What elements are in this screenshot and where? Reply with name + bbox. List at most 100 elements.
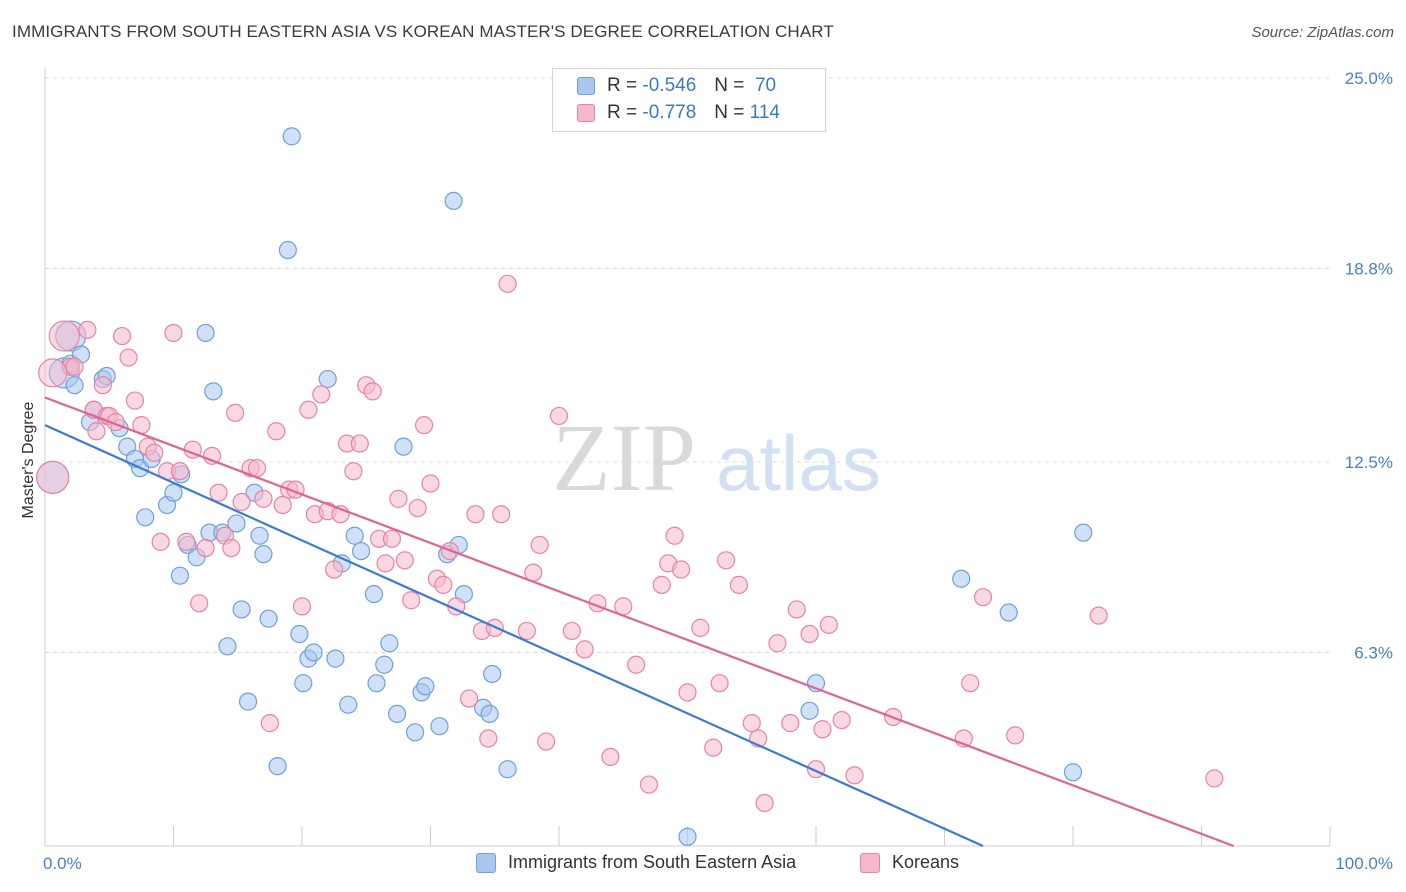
data-point <box>254 489 273 508</box>
data-point <box>530 535 549 555</box>
correlation-legend: R = -0.546 N = 70 R = -0.778 N = 114 <box>552 68 826 132</box>
legend-r-value: -0.546 <box>642 75 697 96</box>
data-point <box>87 422 106 441</box>
legend-item-koreans: Koreans <box>860 852 959 873</box>
data-point <box>430 717 449 736</box>
data-point <box>498 274 517 293</box>
legend-r-label: R = <box>607 102 638 123</box>
legend-n-label: N = <box>714 75 745 96</box>
legend-n-value: 114 <box>749 102 780 123</box>
data-point <box>38 358 68 388</box>
data-point <box>312 385 331 404</box>
data-point <box>136 508 155 527</box>
data-point <box>278 240 297 260</box>
data-point <box>691 618 710 637</box>
data-point <box>177 532 196 551</box>
data-point <box>250 526 269 545</box>
legend-swatch-immigrants <box>577 77 595 95</box>
data-point <box>260 714 279 733</box>
y-tick-label: 18.8% <box>1345 259 1393 278</box>
data-point <box>202 446 222 465</box>
data-point <box>304 643 323 662</box>
data-point <box>405 723 425 742</box>
data-point <box>93 376 112 395</box>
chart-title: IMMIGRANTS FROM SOUTH EASTERN ASIA VS KO… <box>12 22 834 41</box>
data-point <box>294 674 313 693</box>
data-point <box>345 526 364 545</box>
data-point <box>1089 606 1108 625</box>
data-point <box>665 526 684 545</box>
x-tick-label: 0.0% <box>43 854 82 873</box>
legend-r-value: -0.778 <box>642 102 697 123</box>
data-point <box>119 348 138 367</box>
data-point <box>483 664 502 684</box>
data-point <box>344 462 363 481</box>
data-point <box>710 674 729 693</box>
data-point <box>466 505 485 524</box>
series-koreans-points <box>36 274 1224 813</box>
data-point <box>845 766 864 785</box>
data-point <box>350 434 369 453</box>
data-point <box>444 191 463 210</box>
data-point <box>232 492 251 512</box>
series-legend: Immigrants from South Eastern Asia Korea… <box>0 852 1406 876</box>
legend-n-value: 70 <box>754 75 777 96</box>
data-point <box>678 683 697 702</box>
data-point <box>382 529 402 548</box>
data-point <box>626 655 646 674</box>
data-point <box>375 655 394 674</box>
data-point <box>479 729 498 748</box>
data-point <box>290 624 309 644</box>
legend-swatch-immigrants <box>476 852 496 873</box>
legend-row-koreans: R = -0.778 N = 114 <box>577 102 780 124</box>
watermark-zip: ZIP <box>552 404 696 511</box>
legend-swatch-koreans <box>860 852 880 873</box>
data-point <box>973 588 993 607</box>
data-point <box>196 538 215 558</box>
watermark-atlas: atlas <box>716 419 881 507</box>
y-tick-label: 25.0% <box>1345 69 1393 88</box>
data-point <box>395 551 414 570</box>
y-axis-label: Master's Degree <box>20 401 37 518</box>
x-tick-label: 100.0% <box>1335 854 1393 873</box>
data-point <box>367 674 386 693</box>
data-point <box>268 757 287 776</box>
data-point <box>421 474 440 493</box>
data-point <box>517 621 536 641</box>
data-point <box>232 600 251 619</box>
data-point <box>819 615 838 634</box>
data-point <box>282 127 301 146</box>
data-point <box>394 437 413 456</box>
data-point <box>352 541 371 561</box>
data-point <box>999 603 1018 622</box>
data-point <box>678 827 697 846</box>
data-point <box>434 575 453 594</box>
data-point <box>164 323 183 343</box>
data-point <box>768 634 787 653</box>
data-point <box>575 640 594 659</box>
data-point <box>716 551 736 570</box>
data-point <box>781 714 800 733</box>
y-tick-label: 6.3% <box>1354 643 1393 662</box>
source-credit: Source: ZipAtlas.com <box>1251 24 1394 41</box>
legend-label-koreans: Koreans <box>892 852 960 872</box>
data-point <box>227 514 246 533</box>
data-point <box>537 732 556 751</box>
data-point <box>1063 763 1083 782</box>
data-point <box>209 483 228 502</box>
data-point <box>639 775 659 794</box>
legend-item-immigrants: Immigrants from South Eastern Asia <box>476 852 796 873</box>
data-point <box>492 505 511 524</box>
data-point <box>787 600 806 619</box>
data-point <box>1205 769 1224 788</box>
data-point <box>204 382 223 401</box>
data-point <box>78 320 97 340</box>
data-point <box>414 416 434 435</box>
data-point <box>112 326 132 346</box>
legend-n-label: N = <box>714 102 745 123</box>
data-point <box>1074 523 1093 542</box>
trend-line-immigrants <box>44 424 984 848</box>
legend-swatch-koreans <box>577 104 595 122</box>
data-point <box>704 738 723 757</box>
data-point <box>273 495 292 515</box>
